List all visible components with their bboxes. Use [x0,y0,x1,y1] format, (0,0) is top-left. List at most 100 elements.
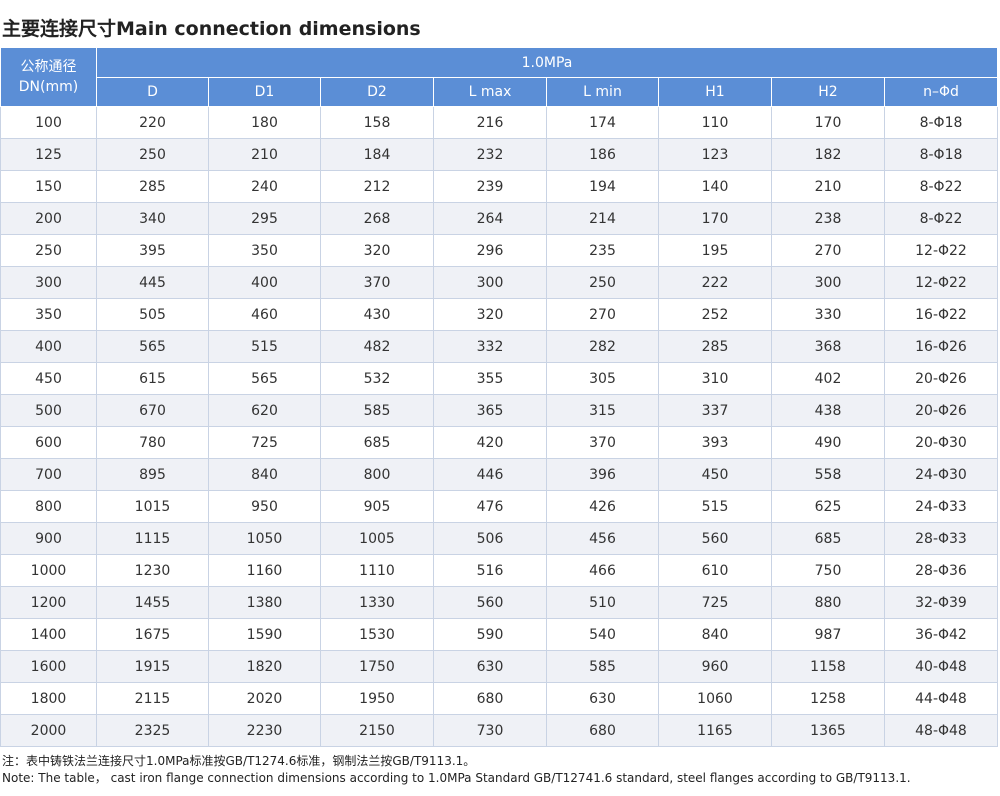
note-en: Note: The table， cast iron flange connec… [2,771,911,785]
table-cell: 282 [546,330,659,363]
table-cell: 1060 [658,682,772,715]
table-cell: 490 [771,426,885,459]
table-cell: 1015 [96,490,209,523]
table-row: 150 285 240 212 239 194 140 210 8-Φ22 [0,170,998,203]
table-cell: 1675 [96,618,209,651]
table-cell: 370 [320,266,434,299]
dn-cell: 1600 [0,650,97,683]
header-row: 公称通径 DN(mm) 1.0MPa [0,47,998,107]
table-cell: 780 [96,426,209,459]
table-cell: 1258 [771,682,885,715]
dn-cell: 300 [0,266,97,299]
dn-cell: 350 [0,298,97,331]
table-cell: 320 [433,298,547,331]
table-cell: 180 [208,106,321,139]
table-row: 1400 1675 1590 1530 590 540 840 987 36-Φ42 [0,618,998,651]
table-cell: 315 [546,394,659,427]
table-cell: 194 [546,170,659,203]
table-row: 700 895 840 800 446 396 450 558 24-Φ30 [0,458,998,491]
table-row: 300 445 400 370 300 250 222 300 12-Φ22 [0,266,998,299]
column-header: L min [546,77,659,107]
table-cell: 532 [320,362,434,395]
table-cell: 28-Φ36 [884,554,998,587]
table-cell: 1160 [208,554,321,587]
table-cell: 296 [433,234,547,267]
table-cell: 540 [546,618,659,651]
table-cell: 840 [208,458,321,491]
table-cell: 235 [546,234,659,267]
table-row: 600 780 725 685 420 370 393 490 20-Φ30 [0,426,998,459]
table-cell: 214 [546,202,659,235]
table-cell: 446 [433,458,547,491]
table-cell: 725 [208,426,321,459]
table-head: 公称通径 DN(mm) 1.0MPa D D1 D2 L max L min H1 H2 n–Φ… [0,47,998,107]
table-cell: 300 [433,266,547,299]
table-cell: 370 [546,426,659,459]
note-zh: 注：表中铸铁法兰连接尺寸1.0MPa标准按GB/T1274.6标准，钢制法兰按G… [2,754,476,768]
column-header: n–Φd [884,77,998,107]
table-cell: 1050 [208,522,321,555]
table-cell: 516 [433,554,547,587]
table-cell: 510 [546,586,659,619]
table-cell: 1365 [771,714,885,747]
table-cell: 212 [320,170,434,203]
table-cell: 240 [208,170,321,203]
table-cell: 515 [208,330,321,363]
table-cell: 24-Φ30 [884,458,998,491]
table-cell: 110 [658,106,772,139]
table-cell: 610 [658,554,772,587]
table-cell: 368 [771,330,885,363]
table-cell: 174 [546,106,659,139]
table-cell: 880 [771,586,885,619]
table-cell: 20-Φ26 [884,362,998,395]
dn-cell: 150 [0,170,97,203]
table-cell: 393 [658,426,772,459]
table-cell: 295 [208,202,321,235]
table-row: 1200 1455 1380 1330 560 510 725 880 32-Φ39 [0,586,998,619]
table-cell: 250 [96,138,209,171]
table-cell: 20-Φ26 [884,394,998,427]
table-row: 800 1015 950 905 476 426 515 625 24-Φ33 [0,490,998,523]
table-cell: 40-Φ48 [884,650,998,683]
table-cell: 505 [96,298,209,331]
table-cell: 476 [433,490,547,523]
header-row: D D1 D2 L max L min H1 H2 n–Φd [1,77,998,107]
table-cell: 800 [320,458,434,491]
table-cell: 460 [208,298,321,331]
dn-cell: 900 [0,522,97,555]
table-cell: 450 [658,458,772,491]
table-cell: 48-Φ48 [884,714,998,747]
table-cell: 170 [771,106,885,139]
table-cell: 620 [208,394,321,427]
table-cell: 8-Φ18 [884,138,998,171]
dn-header: 公称通径 DN(mm) [0,47,97,107]
table-cell: 685 [320,426,434,459]
table-cell: 32-Φ39 [884,586,998,619]
dn-cell: 1400 [0,618,97,651]
table-row: 125 250 210 184 232 186 123 182 8-Φ18 [0,138,998,171]
table-cell: 28-Φ33 [884,522,998,555]
table-cell: 239 [433,170,547,203]
table-cell: 730 [433,714,547,747]
table-cell: 252 [658,298,772,331]
table-cell: 445 [96,266,209,299]
dn-cell: 450 [0,362,97,395]
table-cell: 182 [771,138,885,171]
column-header: D [96,77,209,107]
table-row: 250 395 350 320 296 235 195 270 12-Φ22 [0,234,998,267]
table-cell: 2230 [208,714,321,747]
dn-unit: DN(mm) [18,79,79,95]
table-cell: 186 [546,138,659,171]
table-cell: 305 [546,362,659,395]
table-cell: 585 [320,394,434,427]
table-cell: 680 [546,714,659,747]
table-cell: 625 [771,490,885,523]
table-cell: 1820 [208,650,321,683]
table-cell: 590 [433,618,547,651]
table-cell: 560 [658,522,772,555]
table-cell: 960 [658,650,772,683]
dn-cell: 400 [0,330,97,363]
table-cell: 310 [658,362,772,395]
